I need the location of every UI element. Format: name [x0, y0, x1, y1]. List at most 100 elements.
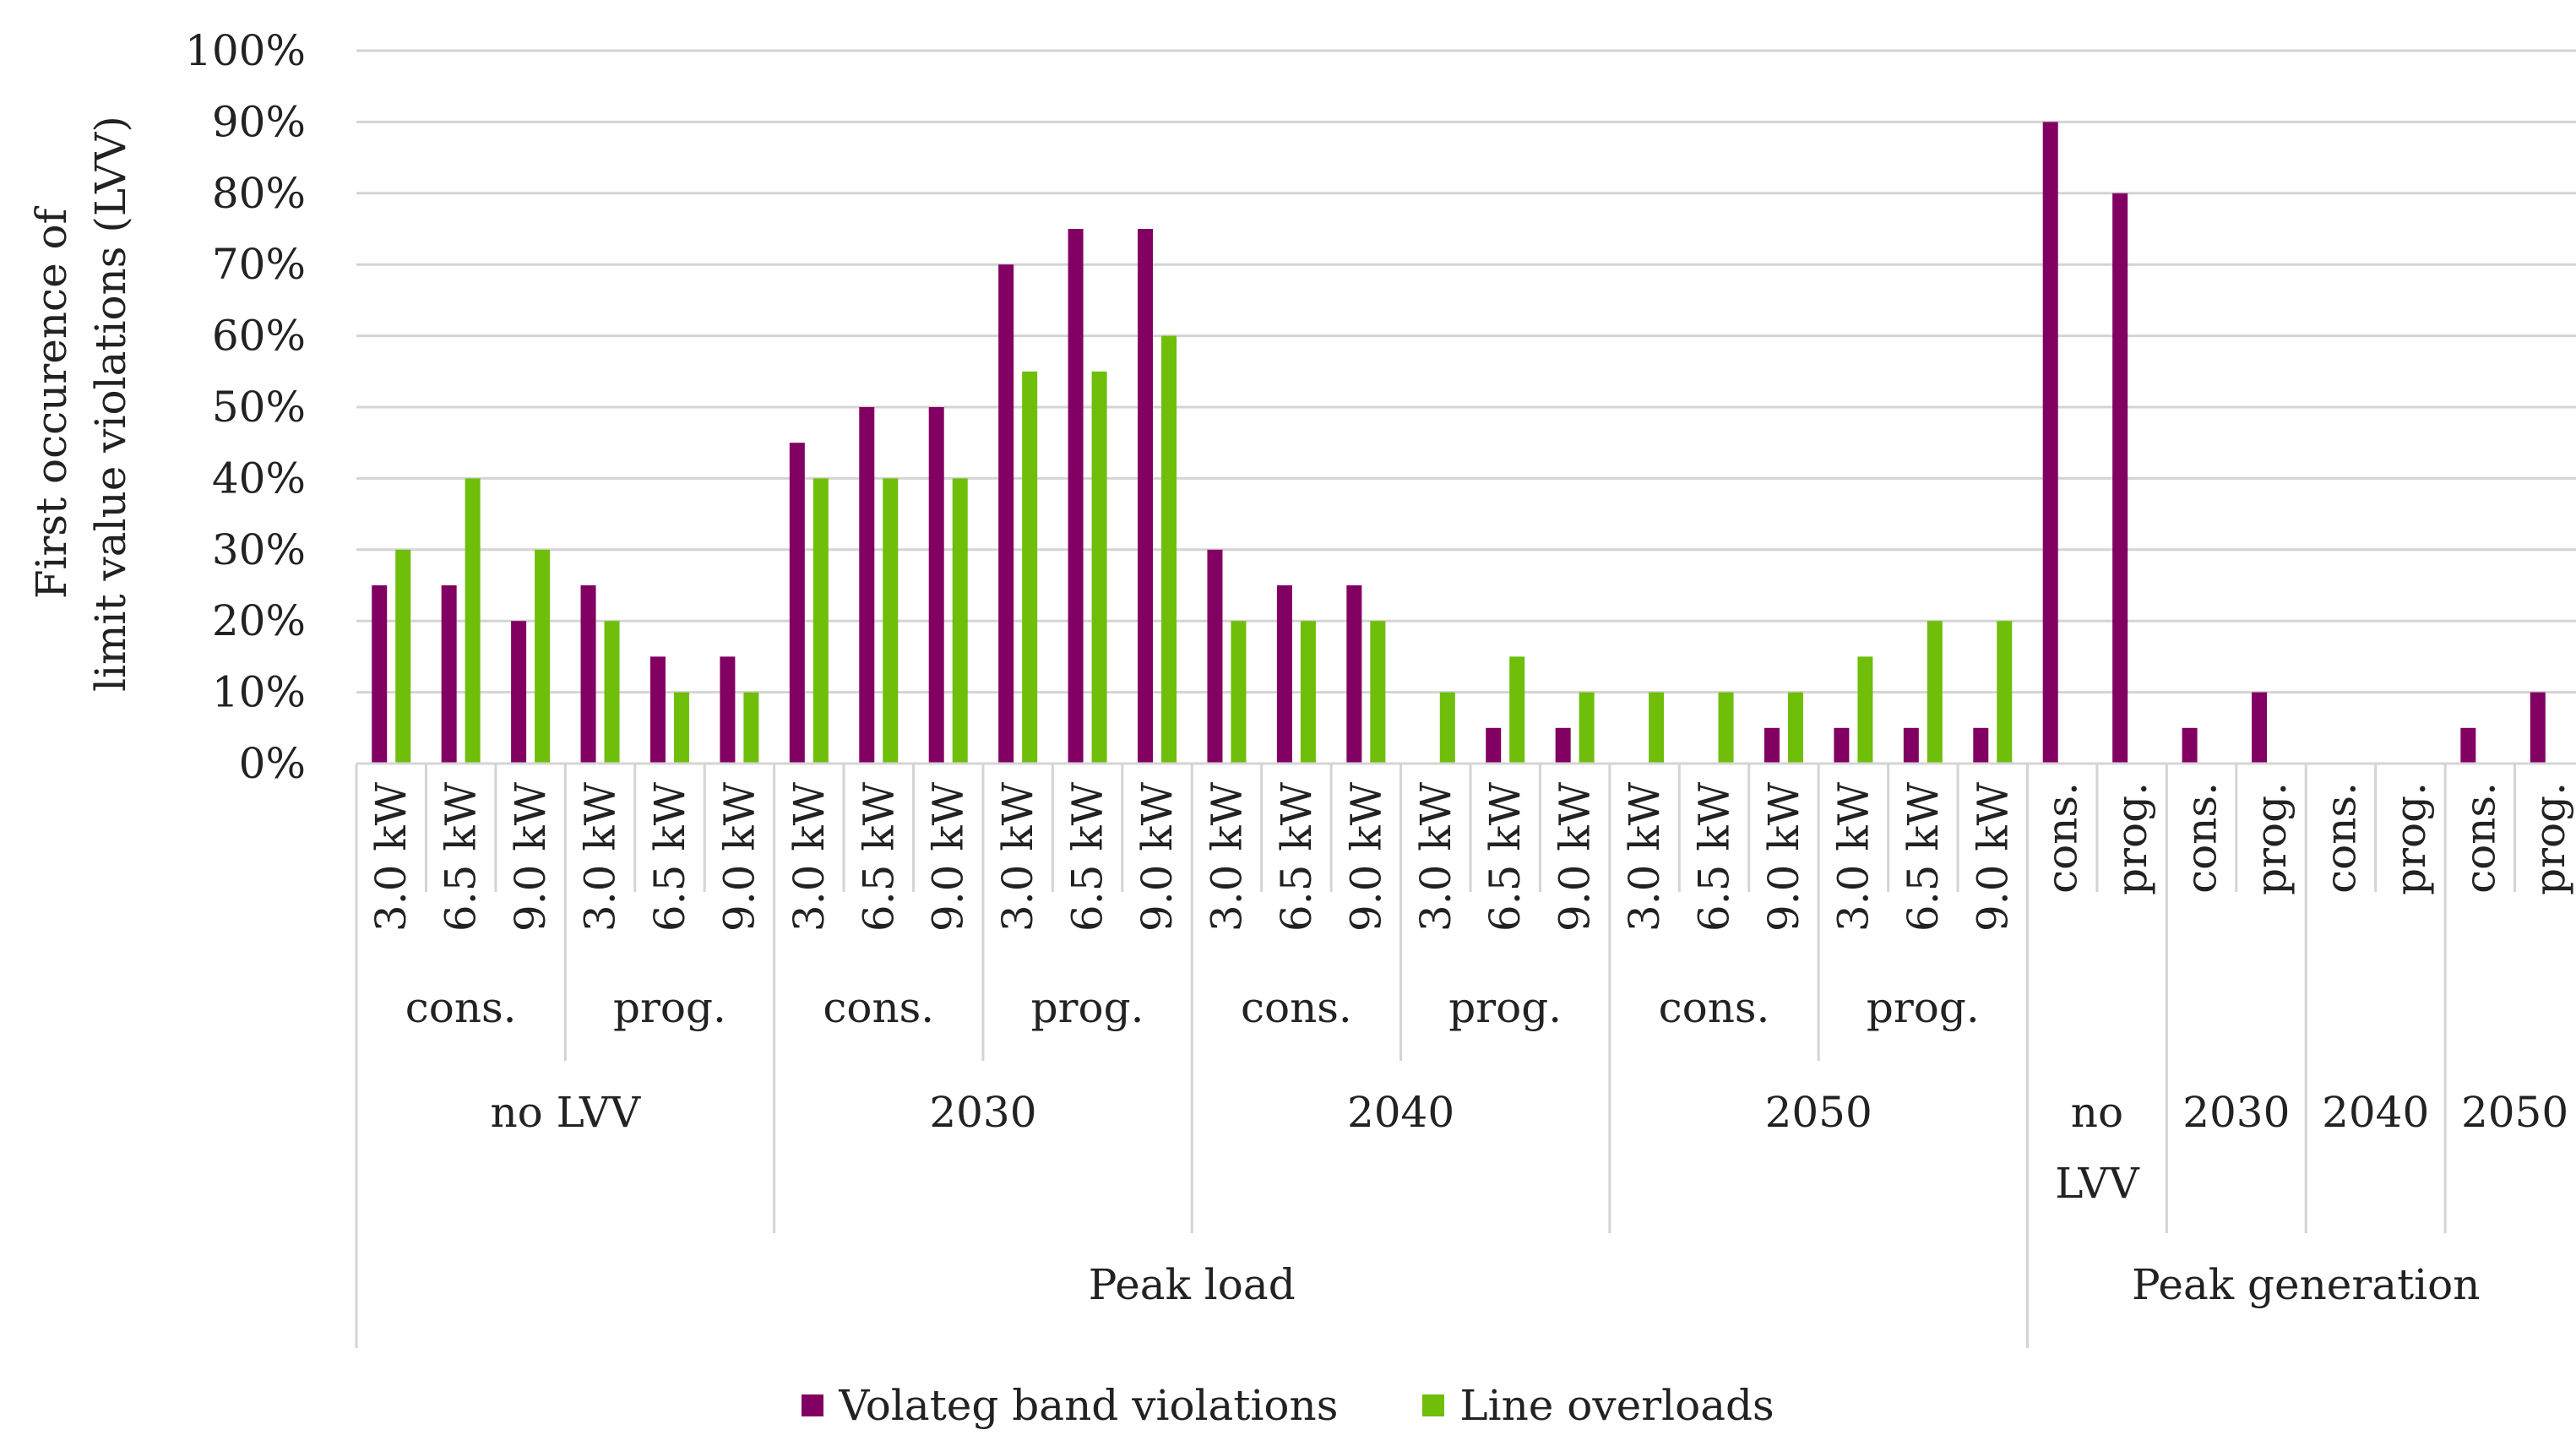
- bar-line-overload: [1370, 621, 1386, 764]
- x-group-label-level2: 2050: [1765, 1088, 1872, 1137]
- x-category-label: 9.0 kW: [1341, 781, 1390, 932]
- x-group-label-level2: 2030: [929, 1088, 1036, 1137]
- bar-voltage-violation: [789, 443, 805, 764]
- x-group-label-level3: Peak load: [1089, 1260, 1296, 1309]
- bar-voltage-violation: [2460, 727, 2476, 764]
- bar-voltage-violation: [720, 656, 736, 764]
- bar-line-overload: [535, 549, 551, 764]
- x-category-label: 3.0 kW: [367, 781, 416, 932]
- x-category-label: prog.: [2386, 782, 2435, 895]
- y-tick-label: 90%: [212, 97, 306, 146]
- x-category-label: prog.: [2107, 782, 2156, 895]
- legend-label-line: Line overloads: [1459, 1381, 1774, 1430]
- bar-voltage-violation: [2182, 727, 2198, 764]
- x-group-label-level3: Peak generation: [2132, 1260, 2480, 1309]
- bar-voltage-violation: [1138, 229, 1154, 764]
- legend: Volateg band violations Line overloads: [0, 1372, 2576, 1439]
- legend-item-voltage: Volateg band violations: [802, 1381, 1338, 1430]
- y-tick-label: 40%: [212, 454, 306, 503]
- bar-voltage-violation: [998, 264, 1014, 764]
- x-group-label-level1: cons.: [1659, 983, 1770, 1032]
- x-group-label-level2: 2030: [2182, 1088, 2290, 1137]
- x-group-label-level1: cons.: [405, 983, 517, 1032]
- x-category-label: 9.0 kW: [1759, 781, 1808, 932]
- bar-line-overload: [1718, 692, 1734, 764]
- legend-swatch-voltage: [802, 1394, 824, 1416]
- x-group-label-level1: prog.: [613, 983, 726, 1032]
- x-group-label-level2: no: [2071, 1088, 2123, 1137]
- bar-voltage-violation: [1764, 727, 1780, 764]
- bar-voltage-violation: [2252, 692, 2268, 764]
- x-category-label: 3.0 kW: [785, 781, 834, 932]
- y-axis-title-line-1: First occurence of: [27, 205, 76, 599]
- bar-line-overload: [1161, 335, 1177, 764]
- bar-voltage-violation: [1346, 585, 1362, 764]
- x-group-label-level1: prog.: [1867, 983, 1980, 1032]
- y-tick-label: 70%: [212, 240, 306, 289]
- x-category-label: prog.: [2525, 782, 2574, 895]
- bar-voltage-violation: [859, 407, 875, 764]
- bar-voltage-violation: [649, 656, 666, 764]
- bar-line-overload: [1997, 621, 2013, 764]
- x-category-label: 6.5 kW: [1063, 781, 1112, 932]
- bar-voltage-violation: [1276, 585, 1292, 764]
- x-category-label: cons.: [2038, 782, 2087, 894]
- bar-line-overload: [1857, 656, 1873, 764]
- bar-voltage-violation: [1207, 549, 1223, 764]
- x-group-label-level2: 2040: [1347, 1088, 1454, 1137]
- bar-line-overload: [1927, 621, 1943, 764]
- x-category-label: 9.0 kW: [506, 781, 555, 932]
- bar-line-overload: [1579, 692, 1595, 764]
- bar-voltage-violation: [1903, 727, 1919, 764]
- bar-line-overload: [1787, 692, 1803, 764]
- bar-voltage-violation: [1973, 727, 1989, 764]
- bar-line-overload: [743, 692, 759, 764]
- x-group-label-level1: cons.: [1241, 983, 1352, 1032]
- bar-voltage-violation: [372, 585, 388, 764]
- bar-voltage-violation: [1834, 727, 1850, 764]
- x-category-label: 6.5 kW: [437, 781, 486, 932]
- x-group-label-level1: prog.: [1448, 983, 1562, 1032]
- bar-line-overload: [1231, 621, 1247, 764]
- x-group-label-level1: prog.: [1031, 983, 1144, 1032]
- y-tick-label: 0%: [239, 739, 306, 788]
- legend-label-voltage: Volateg band violations: [839, 1381, 1339, 1430]
- legend-swatch-line: [1422, 1394, 1445, 1416]
- x-category-label: 6.5 kW: [1690, 781, 1739, 932]
- bar-line-overload: [883, 478, 899, 764]
- bar-voltage-violation: [580, 585, 596, 764]
- x-category-label: 3.0 kW: [1202, 781, 1251, 932]
- bar-line-overload: [604, 621, 620, 764]
- x-category-label: 3.0 kW: [1411, 781, 1460, 932]
- x-category-label: 9.0 kW: [1133, 781, 1182, 932]
- x-group-label-level2: 2040: [2322, 1088, 2429, 1137]
- bar-line-overload: [1649, 692, 1665, 764]
- y-tick-label: 80%: [212, 169, 306, 218]
- bar-voltage-violation: [1555, 727, 1571, 764]
- y-tick-label: 10%: [212, 668, 306, 717]
- x-category-label: 9.0 kW: [924, 781, 973, 932]
- x-group-label-level2: no LVV: [490, 1088, 641, 1137]
- y-tick-label: 60%: [212, 312, 306, 361]
- x-category-label: 9.0 kW: [715, 781, 764, 932]
- x-category-label: cons.: [2316, 782, 2365, 894]
- x-group-label-level2: LVV: [2055, 1159, 2139, 1208]
- x-category-label: cons.: [2455, 782, 2504, 894]
- y-tick-label: 20%: [212, 596, 306, 645]
- y-tick-label: 30%: [212, 525, 306, 574]
- bar-voltage-violation: [928, 407, 944, 764]
- bar-line-overload: [395, 549, 411, 764]
- bar-voltage-violation: [2112, 193, 2128, 764]
- bar-line-overload: [812, 478, 829, 764]
- bar-voltage-violation: [2530, 692, 2546, 764]
- x-category-label: prog.: [2247, 782, 2296, 895]
- bar-line-overload: [1300, 621, 1316, 764]
- x-category-label: 3.0 kW: [1829, 781, 1878, 932]
- bar-voltage-violation: [511, 621, 527, 764]
- bar-line-overload: [1091, 371, 1107, 764]
- bar-voltage-violation: [1486, 727, 1502, 764]
- bar-line-overload: [673, 692, 689, 764]
- y-tick-label: 50%: [212, 383, 306, 432]
- x-group-label-level1: cons.: [823, 983, 934, 1032]
- x-category-label: 6.5 kW: [1272, 781, 1321, 932]
